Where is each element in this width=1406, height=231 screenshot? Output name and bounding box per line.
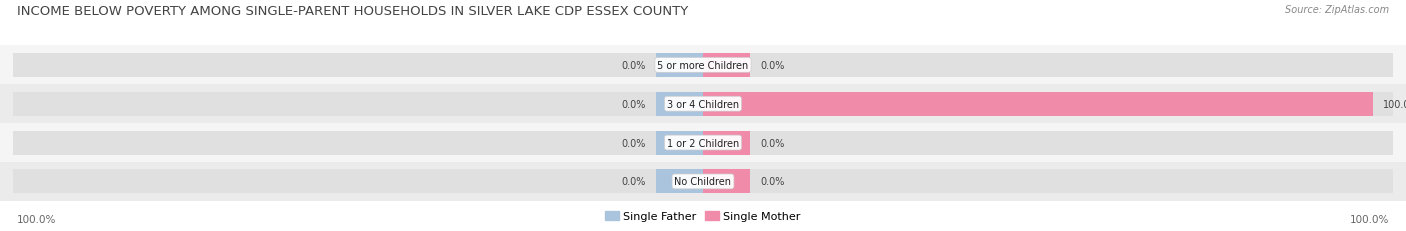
Text: Source: ZipAtlas.com: Source: ZipAtlas.com <box>1285 5 1389 15</box>
Text: 100.0%: 100.0% <box>1382 99 1406 109</box>
Bar <box>14 54 1392 78</box>
Bar <box>0 85 1406 124</box>
Text: 1 or 2 Children: 1 or 2 Children <box>666 138 740 148</box>
Bar <box>703 131 749 155</box>
Text: 0.0%: 0.0% <box>621 99 647 109</box>
Text: 5 or more Children: 5 or more Children <box>658 61 748 70</box>
Legend: Single Father, Single Mother: Single Father, Single Mother <box>600 206 806 225</box>
Bar <box>0 124 1406 162</box>
Bar <box>14 131 1392 155</box>
Bar <box>14 170 1392 194</box>
Text: INCOME BELOW POVERTY AMONG SINGLE-PARENT HOUSEHOLDS IN SILVER LAKE CDP ESSEX COU: INCOME BELOW POVERTY AMONG SINGLE-PARENT… <box>17 5 688 18</box>
Text: 0.0%: 0.0% <box>621 138 647 148</box>
Bar <box>14 92 1392 116</box>
Text: 0.0%: 0.0% <box>759 138 785 148</box>
Bar <box>657 170 703 194</box>
Bar <box>703 92 1372 116</box>
Bar <box>657 131 703 155</box>
Text: 100.0%: 100.0% <box>17 214 56 225</box>
Bar <box>657 54 703 78</box>
Bar <box>703 170 749 194</box>
Bar <box>0 46 1406 85</box>
Text: 100.0%: 100.0% <box>1350 214 1389 225</box>
Bar <box>0 162 1406 201</box>
Text: 0.0%: 0.0% <box>621 61 647 70</box>
Bar <box>657 92 703 116</box>
Text: 0.0%: 0.0% <box>759 61 785 70</box>
Text: 0.0%: 0.0% <box>759 177 785 187</box>
Text: No Children: No Children <box>675 177 731 187</box>
Bar <box>703 54 749 78</box>
Text: 0.0%: 0.0% <box>621 177 647 187</box>
Text: 3 or 4 Children: 3 or 4 Children <box>666 99 740 109</box>
